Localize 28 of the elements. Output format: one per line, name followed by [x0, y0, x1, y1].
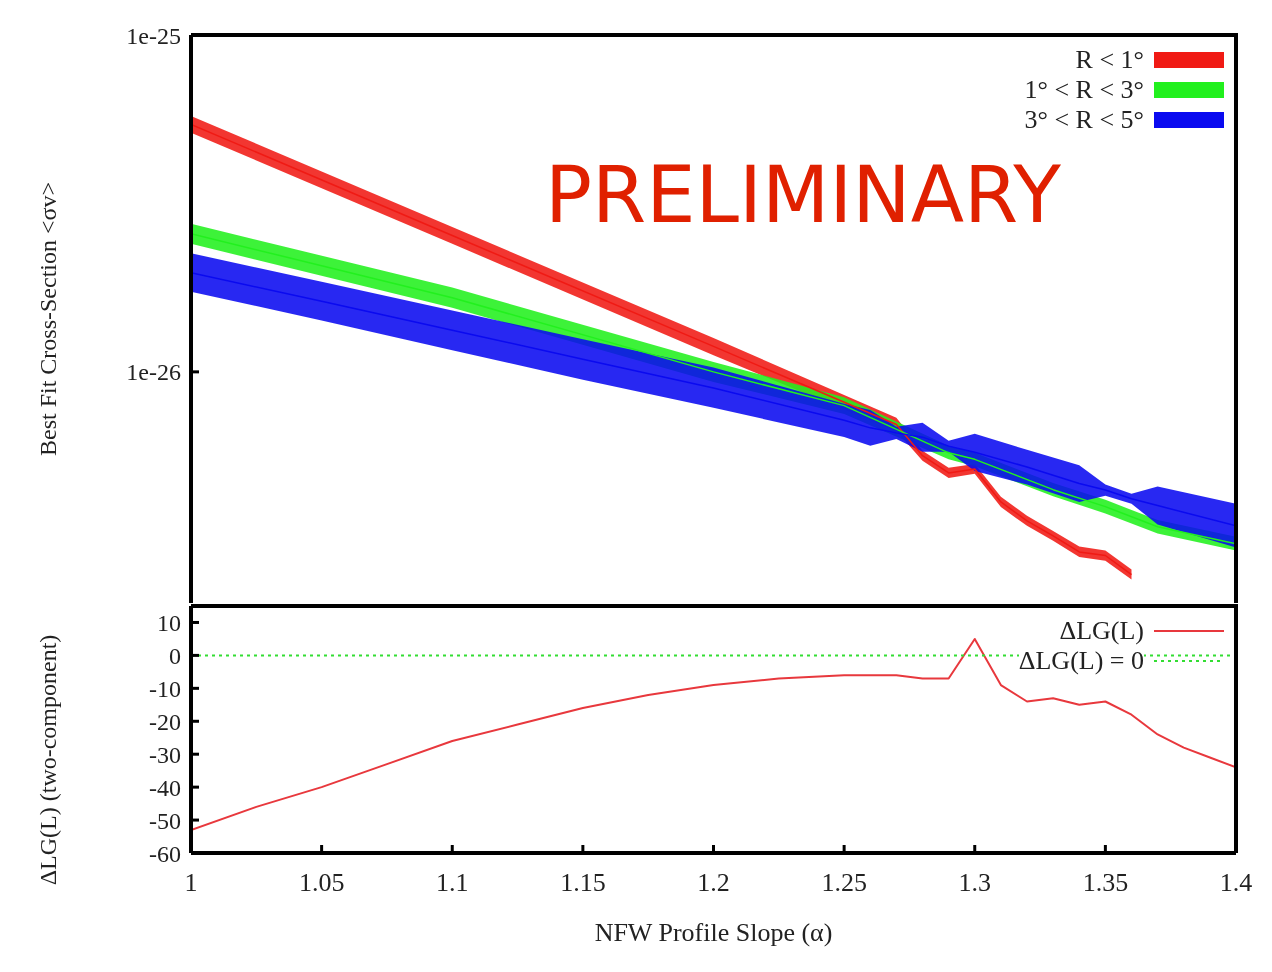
legend-label: ΔLG(L)	[1059, 616, 1144, 645]
y-tick-label: 1e-25	[126, 22, 181, 49]
y-tick-label: 1e-26	[126, 359, 181, 386]
y-tick-label: -40	[149, 774, 181, 801]
x-tick-label: 1.1	[436, 868, 469, 898]
x-axis-title: NFW Profile Slope (α)	[594, 918, 833, 948]
legend-label: 3° < R < 5°	[1024, 105, 1144, 134]
x-tick-label: 1.25	[821, 868, 867, 898]
x-tick-label: 1.4	[1219, 868, 1253, 898]
y-tick-label: -10	[149, 675, 181, 702]
x-tick-label: 1.2	[697, 868, 730, 898]
y-tick-label: 10	[157, 609, 181, 636]
y-axis-title: ΔLG(L) (two-component)	[34, 634, 62, 885]
legend-label: 1° < R < 3°	[1024, 75, 1144, 104]
y-tick-label: 0	[169, 642, 181, 669]
y-tick-label: -60	[149, 840, 181, 867]
annotation: PRELIMINARY	[545, 150, 1061, 240]
x-tick-label: 1.35	[1082, 868, 1129, 898]
ref-line-label: ΔLG(L) = 0	[1018, 646, 1144, 675]
x-tick-label: 1	[184, 868, 198, 898]
y-tick-label: -30	[149, 741, 181, 768]
legend-label: R < 1°	[1075, 45, 1144, 74]
y-tick-label: -20	[149, 708, 181, 735]
x-tick-label: 1.15	[560, 868, 606, 898]
x-tick-label: 1.05	[298, 868, 345, 898]
x-tick-label: 1.3	[958, 868, 991, 898]
y-tick-label: -50	[149, 807, 181, 834]
y-axis-title: Best Fit Cross-Section <σv>	[34, 181, 62, 457]
